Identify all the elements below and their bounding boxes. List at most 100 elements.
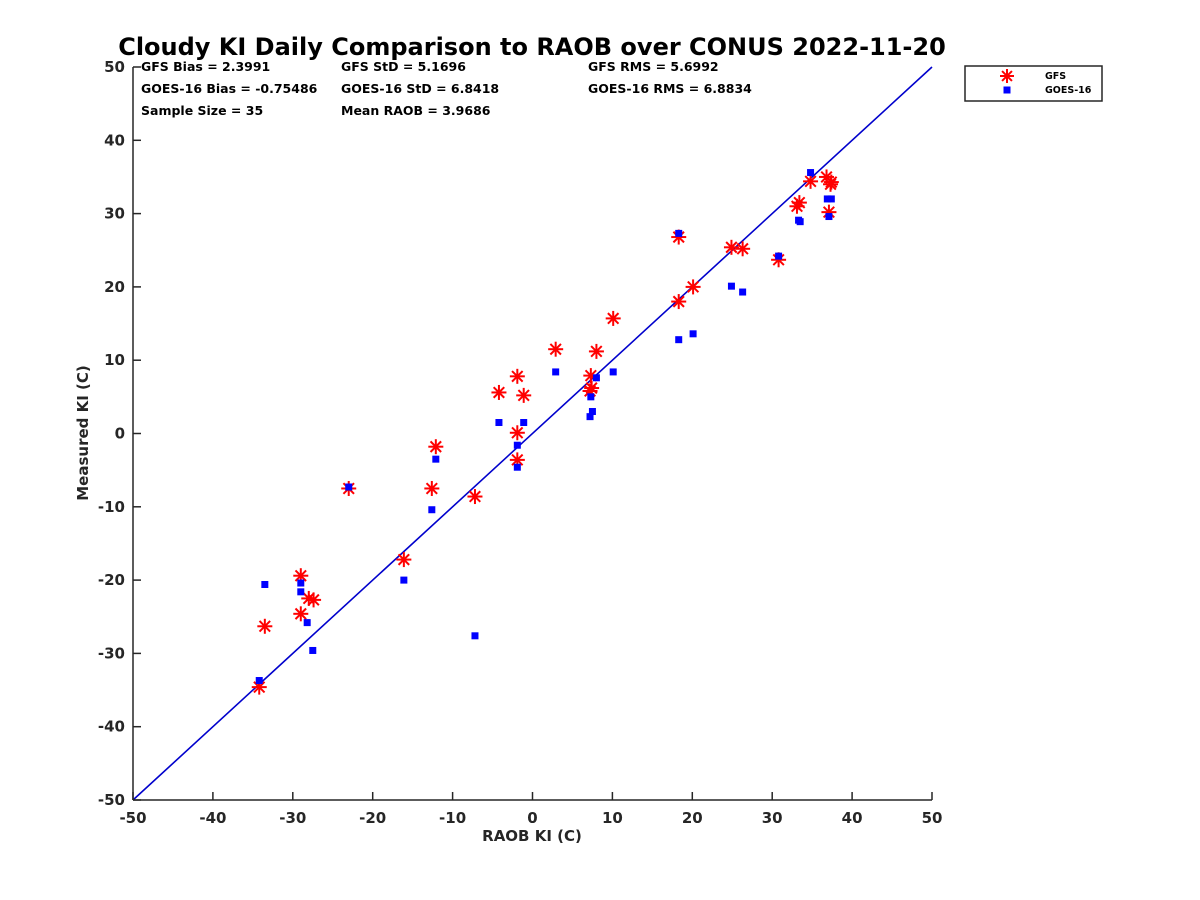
goes16-point	[807, 169, 815, 177]
stat-text: Sample Size = 35	[141, 103, 263, 118]
gfs-point	[685, 279, 701, 295]
y-tick-label: -10	[98, 498, 125, 516]
x-tick-label: 0	[527, 809, 537, 827]
gfs-point	[509, 425, 525, 441]
gfs-point	[791, 195, 807, 211]
goes16-point	[825, 213, 833, 221]
y-tick-label: 40	[104, 131, 125, 149]
gfs-point	[257, 618, 273, 634]
goes16-point	[309, 646, 317, 654]
x-tick-label: 10	[602, 809, 623, 827]
gfs-point	[771, 252, 787, 268]
x-tick-label: 50	[922, 809, 943, 827]
gfs-asterisk-stroke	[825, 176, 838, 189]
goes16-point	[297, 579, 305, 587]
goes16-point	[796, 218, 804, 226]
gfs-asterisk-stroke	[585, 382, 598, 395]
legend-gfs-marker	[1000, 69, 1014, 83]
legend-gfs-label: GFS	[1045, 71, 1066, 82]
gfs-asterisk-stroke	[736, 242, 749, 255]
gfs-point	[509, 368, 525, 384]
one-to-one-reference-line	[132, 66, 933, 801]
y-tick-label: -50	[98, 791, 125, 809]
gfs-asterisk-stroke	[687, 280, 700, 293]
gfs-point	[671, 294, 687, 310]
series-goes16-markers	[255, 169, 835, 685]
gfs-asterisk-stroke	[549, 343, 562, 356]
gfs-point	[396, 552, 412, 568]
y-axis-label: Measured KI (C)	[74, 365, 92, 501]
gfs-asterisk-stroke	[511, 370, 524, 383]
gfs-asterisk-stroke	[258, 620, 271, 633]
goes16-point	[675, 336, 683, 344]
stat-text: Mean RAOB = 3.9686	[341, 103, 491, 118]
gfs-asterisk-stroke	[253, 681, 266, 694]
goes16-point	[297, 588, 305, 596]
goes16-point	[588, 408, 596, 416]
gfs-point	[491, 384, 507, 400]
stat-text: GOES-16 RMS = 6.8834	[588, 81, 752, 96]
chart-title: Cloudy KI Daily Comparison to RAOB over …	[118, 33, 946, 61]
goes16-point	[586, 413, 594, 421]
gfs-point	[803, 173, 819, 189]
gfs-asterisk-stroke	[1001, 70, 1013, 82]
goes16-point	[823, 195, 831, 203]
stat-text: GFS RMS = 5.6992	[588, 59, 719, 74]
gfs-asterisk-stroke	[511, 453, 524, 466]
gfs-point	[428, 439, 444, 455]
gfs-point	[467, 489, 483, 505]
gfs-asterisk-stroke	[672, 295, 685, 308]
stat-text: GFS StD = 5.1696	[341, 59, 466, 74]
gfs-asterisk-stroke	[772, 253, 785, 266]
x-axis-label: RAOB KI (C)	[482, 827, 582, 845]
goes16-point	[432, 455, 440, 463]
goes16-point	[495, 419, 503, 427]
gfs-asterisk-stroke	[302, 592, 315, 605]
goes16-point	[400, 576, 408, 584]
gfs-point	[424, 480, 440, 496]
goes16-point	[345, 483, 353, 491]
gfs-asterisk-stroke	[511, 426, 524, 439]
gfs-asterisk-stroke	[725, 241, 738, 254]
y-tick-label: -20	[98, 571, 125, 589]
gfs-asterisk-stroke	[294, 569, 307, 582]
legend: GFS GOES-16	[964, 65, 1103, 102]
gfs-point	[293, 568, 309, 584]
stat-text: GOES-16 Bias = -0.75486	[141, 81, 318, 96]
y-tick-label: -40	[98, 718, 125, 736]
gfs-asterisk-stroke	[590, 345, 603, 358]
goes16-point	[592, 374, 600, 382]
gfs-point	[293, 606, 309, 622]
gfs-point	[516, 387, 532, 403]
goes16-point	[609, 368, 617, 376]
series-gfs-markers	[251, 169, 839, 695]
y-tick-label: 30	[104, 205, 125, 223]
gfs-point	[823, 174, 839, 190]
x-tick-label: 40	[842, 809, 863, 827]
gfs-point	[306, 592, 322, 608]
legend-goes16-label: GOES-16	[1045, 85, 1092, 96]
goes16-point	[520, 419, 528, 427]
gfs-asterisk-stroke	[793, 196, 806, 209]
gfs-asterisk-stroke	[307, 593, 320, 606]
gfs-point	[588, 343, 604, 359]
x-tick-label: -50	[119, 809, 146, 827]
goes16-point	[513, 463, 521, 471]
goes16-point	[471, 632, 479, 640]
gfs-asterisk-stroke	[584, 369, 597, 382]
goes16-point	[428, 506, 436, 514]
y-axis-ticks: -50 -40 -30 -20 -10 0 10 20 30 40 50	[98, 58, 141, 809]
gfs-asterisk-stroke	[804, 175, 817, 188]
gfs-asterisk-stroke	[492, 386, 505, 399]
gfs-point	[735, 241, 751, 257]
legend-goes16-marker	[1003, 86, 1011, 94]
legend-box	[964, 65, 1103, 102]
x-tick-label: -40	[199, 809, 226, 827]
gfs-asterisk-stroke	[425, 482, 438, 495]
gfs-asterisk-stroke	[822, 206, 835, 219]
gfs-point	[548, 341, 564, 357]
gfs-asterisk-stroke	[672, 231, 685, 244]
y-tick-label: 50	[104, 58, 125, 76]
x-tick-label: 30	[762, 809, 783, 827]
